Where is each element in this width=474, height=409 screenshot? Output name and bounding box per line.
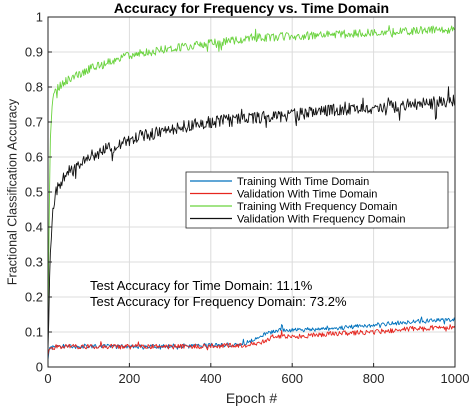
x-tick-label: 600 [281, 371, 303, 386]
series-lines [47, 25, 456, 360]
legend-label-2: Training With Frequency Domain [237, 201, 397, 213]
y-tick-label: 0.6 [25, 150, 43, 165]
legend-label-0: Training With Time Domain [237, 176, 369, 188]
annotation-time-domain: Test Accuracy for Time Domain: 11.1% [90, 278, 313, 293]
x-axis-label: Epoch # [226, 390, 278, 406]
y-tick-label: 0.9 [25, 45, 43, 60]
y-tick-label: 0.1 [25, 325, 43, 340]
chart-title: Accuracy for Frequency vs. Time Domain [114, 0, 389, 16]
y-tick-label: 0.5 [25, 185, 43, 200]
y-tick-label: 1 [36, 10, 43, 25]
y-tick-label: 0 [36, 360, 43, 375]
legend-label-1: Validation With Time Domain [237, 189, 377, 201]
axis-ticks: 0 200 400 600 800 1000 0 0.1 0.2 0.3 0.4 0.5 0.6 0.7 0… [25, 10, 470, 387]
y-tick-label: 0.8 [25, 80, 43, 95]
annotation-frequency-domain: Test Accuracy for Frequency Domain: 73.2… [90, 294, 347, 309]
y-tick-label: 0.7 [25, 115, 43, 130]
x-tick-label: 400 [200, 371, 222, 386]
y-tick-label: 0.3 [25, 255, 43, 270]
y-tick-label: 0.2 [25, 290, 43, 305]
y-axis-label: Fractional Classification Accuracy [5, 98, 19, 285]
x-tick-label: 800 [363, 371, 385, 386]
x-tick-label: 200 [119, 371, 141, 386]
series-line-1 [47, 324, 456, 357]
series-line-2 [47, 25, 456, 346]
legend-label-3: Validation With Frequency Domain [237, 214, 406, 226]
y-tick-label: 0.4 [25, 220, 43, 235]
x-tick-label: 1000 [441, 371, 470, 386]
series-line-3 [47, 86, 456, 351]
x-tick-label: 0 [44, 371, 51, 386]
